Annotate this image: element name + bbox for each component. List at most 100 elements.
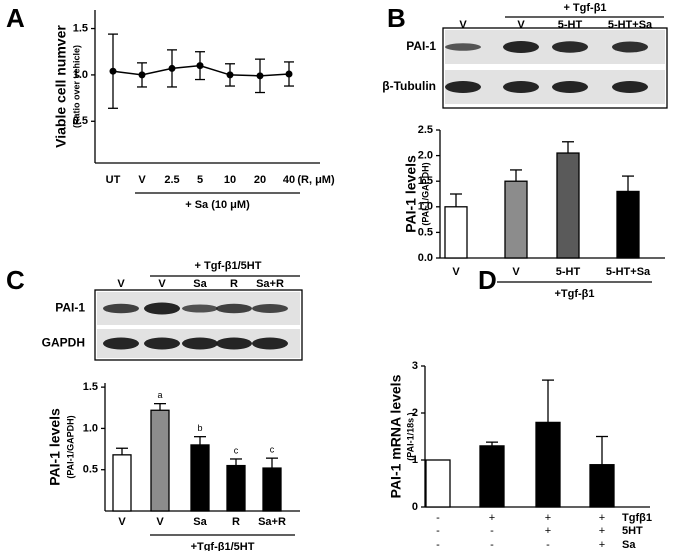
point [256, 72, 264, 80]
error-bar [450, 193, 462, 207]
bar [444, 206, 468, 259]
x-tick-label: Sa+R [258, 516, 286, 528]
error-bar [230, 458, 242, 466]
blot-lane-label: V [459, 19, 467, 31]
bar [112, 454, 132, 512]
blot-band [552, 41, 588, 53]
blot-lane-label: V [158, 278, 166, 290]
blot-lane-label: V [517, 19, 525, 31]
y-tick-label: 1.0 [83, 422, 98, 434]
x-tick-label: V [512, 266, 520, 278]
group-label: +Tgf-β1 [554, 288, 594, 300]
condition-mark: + [545, 512, 551, 524]
condition-mark: + [545, 525, 551, 537]
error-bar [486, 441, 498, 446]
bar [262, 467, 282, 512]
x-tick-label: 5-HT [556, 266, 581, 278]
x-tick-label: 5-HT+Sa [606, 266, 651, 278]
panel-letter: C [6, 265, 25, 295]
blot-lane-label: R [230, 278, 238, 290]
x-tick-label: V [452, 266, 460, 278]
x-tick-label: V [156, 516, 164, 528]
condition-mark: - [436, 539, 440, 551]
y-tick-label: 2 [412, 407, 418, 419]
blot-band [503, 41, 539, 53]
y-tick-label: 1.5 [83, 381, 98, 393]
error-bar [266, 457, 278, 469]
condition-name: Sa [622, 539, 636, 551]
condition-mark: + [489, 512, 495, 524]
blot-header: + Tgf-β1/5HT [195, 260, 262, 272]
y-tick-label: 0.5 [83, 464, 98, 476]
y-axis-label: PAI-1 levels [47, 408, 63, 486]
blot-lane-label: Sa+R [256, 278, 284, 290]
panel-letter: D [478, 265, 497, 295]
blot-band [144, 337, 180, 350]
blot-lane-label: Sa [193, 278, 207, 290]
condition-name: 5HT [622, 525, 643, 537]
y-tick-label: 1.0 [418, 201, 433, 213]
x-tick-label: 40 [283, 174, 295, 186]
y-tick-label: 0.0 [418, 252, 433, 264]
x-tick-label: 20 [254, 174, 266, 186]
bar [150, 409, 170, 512]
y-tick-label: 1.5 [418, 175, 433, 187]
x-unit-label: (R, μM) [297, 174, 335, 186]
bar [226, 464, 246, 512]
condition-mark: - [490, 539, 494, 551]
y-tick-label: 1.5 [73, 22, 88, 34]
condition-mark: - [490, 525, 494, 537]
x-tick-label: Sa [193, 516, 207, 528]
condition-mark: + [599, 539, 605, 551]
condition-mark: + [599, 525, 605, 537]
x-tick-label: R [232, 516, 240, 528]
error-bar [154, 402, 166, 411]
x-tick-label: V [118, 516, 126, 528]
condition-mark: - [436, 512, 440, 524]
point [226, 71, 234, 79]
error-bar [596, 435, 608, 465]
significance-label: a [157, 390, 162, 400]
error-bar [194, 436, 206, 445]
error-bar [510, 169, 522, 182]
error-bar [622, 175, 634, 192]
bar [425, 459, 451, 508]
blot-header: + Tgf-β1 [563, 2, 606, 14]
condition-mark: + [599, 512, 605, 524]
y-tick-label: 0.5 [73, 115, 88, 127]
bar [504, 180, 528, 259]
blot-band [445, 81, 481, 93]
error-bar [562, 141, 574, 154]
x-tick-label: V [138, 174, 146, 186]
group-label: + Sa (10 μM) [185, 199, 250, 211]
blot-band [182, 337, 218, 350]
bar [479, 445, 505, 508]
condition-mark: - [546, 539, 550, 551]
error-bar [116, 447, 128, 455]
panel-letter: A [6, 3, 25, 33]
y-axis-sublabel: (PAI-1/18s ) [405, 412, 415, 460]
blot-band [103, 337, 139, 350]
blot-row-label: GAPDH [42, 336, 85, 350]
y-tick-label: 1 [412, 454, 418, 466]
blot-band [252, 337, 288, 350]
point [168, 64, 176, 72]
condition-name: Tgfβ1 [622, 512, 652, 524]
blot-band [252, 304, 288, 313]
x-tick-label: UT [106, 174, 121, 186]
point [138, 71, 146, 79]
blot-row-label: β-Tubulin [382, 79, 436, 93]
blot-band [103, 303, 139, 314]
blot-row-label: PAI-1 [406, 39, 436, 53]
y-axis-sublabel: (PAI-1/GAPDH) [420, 162, 430, 225]
blot-band [216, 303, 252, 314]
panel-letter: B [387, 3, 406, 33]
blot-band [445, 43, 481, 51]
significance-label: b [197, 423, 202, 433]
y-axis-label: PAI-1 levels [403, 155, 419, 233]
y-axis-label: PAI-1 mRNA levels [388, 374, 404, 498]
blot-band [612, 41, 648, 53]
point [109, 67, 117, 75]
bar [616, 190, 640, 259]
